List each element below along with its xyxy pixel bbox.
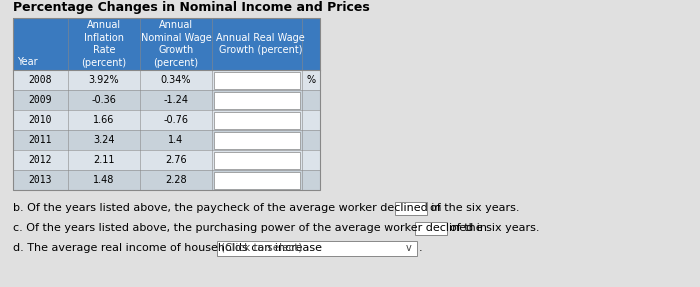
Bar [13, 70, 320, 90]
Bar [13, 110, 320, 130]
Bar [217, 241, 417, 255]
Bar [214, 71, 300, 88]
Text: 2.76: 2.76 [165, 155, 187, 165]
Text: Annual
Inflation
Rate
(percent): Annual Inflation Rate (percent) [81, 20, 127, 68]
Bar [214, 172, 300, 189]
Text: -1.24: -1.24 [164, 95, 188, 105]
Text: -0.36: -0.36 [92, 95, 116, 105]
Bar [415, 222, 447, 234]
Text: Percentage Changes in Nominal Income and Prices: Percentage Changes in Nominal Income and… [13, 1, 370, 14]
Text: 2012: 2012 [29, 155, 52, 165]
Bar [214, 112, 300, 129]
Text: v: v [406, 243, 412, 253]
Bar [13, 170, 320, 190]
Bar [395, 201, 427, 214]
Text: 2013: 2013 [29, 175, 52, 185]
Text: c. Of the years listed above, the purchasing power of the average worker decline: c. Of the years listed above, the purcha… [13, 223, 487, 233]
Bar [13, 130, 320, 150]
Text: Annual Real Wage
Growth (percent): Annual Real Wage Growth (percent) [216, 33, 304, 55]
Text: -0.76: -0.76 [164, 115, 188, 125]
Text: b. Of the years listed above, the paycheck of the average worker declined in: b. Of the years listed above, the payche… [13, 203, 442, 213]
Text: 2008: 2008 [29, 75, 52, 85]
Text: 1.48: 1.48 [93, 175, 115, 185]
Bar [214, 92, 300, 108]
Text: 1.66: 1.66 [93, 115, 115, 125]
Text: of the six years.: of the six years. [450, 223, 540, 233]
Text: of the six years.: of the six years. [430, 203, 519, 213]
Bar [13, 150, 320, 170]
Bar [214, 131, 300, 148]
Text: %: % [307, 75, 316, 85]
Text: 2.11: 2.11 [93, 155, 115, 165]
Bar [13, 18, 320, 70]
Text: d. The average real income of households can increase: d. The average real income of households… [13, 243, 322, 253]
Text: 3.24: 3.24 [93, 135, 115, 145]
Text: Annual
Nominal Wage
Growth
(percent): Annual Nominal Wage Growth (percent) [141, 20, 211, 68]
Text: 2010: 2010 [29, 115, 52, 125]
Text: 2.28: 2.28 [165, 175, 187, 185]
Bar [13, 90, 320, 110]
Text: 2009: 2009 [29, 95, 52, 105]
Text: 1.4: 1.4 [169, 135, 183, 145]
Text: .: . [419, 243, 423, 253]
Bar [13, 18, 320, 190]
Text: Year: Year [17, 57, 38, 67]
Bar [214, 152, 300, 168]
Text: 3.92%: 3.92% [89, 75, 119, 85]
Text: 2011: 2011 [29, 135, 52, 145]
Text: 0.34%: 0.34% [161, 75, 191, 85]
Text: (Click to select): (Click to select) [221, 243, 302, 253]
